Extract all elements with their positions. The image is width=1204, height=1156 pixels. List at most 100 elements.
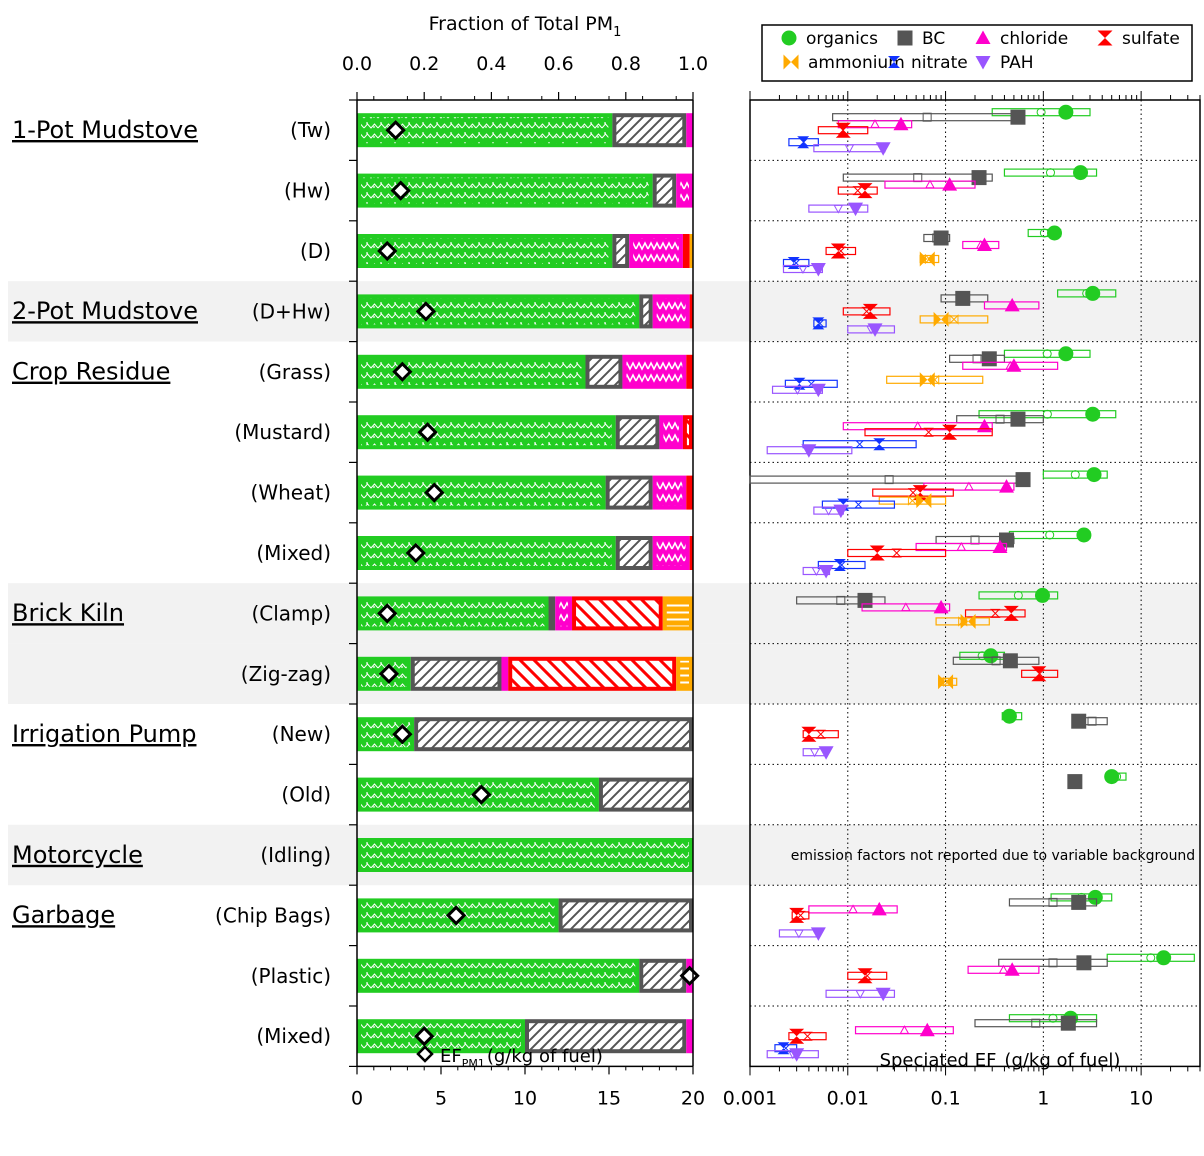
- range-box-PAH: [813, 144, 886, 153]
- data-point-BC: [1076, 955, 1092, 971]
- range-box-organics: [1008, 1014, 1098, 1023]
- data-point-nitrate: [812, 317, 825, 330]
- right-axis-title-text: Speciated EF: [880, 1050, 997, 1071]
- bottom-tick-label: 15: [597, 1087, 621, 1109]
- median-marker-PAH: [792, 386, 803, 395]
- ef-marker: [385, 120, 406, 141]
- median-marker-BC: [922, 112, 932, 122]
- ef-marker: [377, 603, 398, 624]
- data-point-chloride: [942, 177, 958, 191]
- ef-marker: [424, 482, 445, 503]
- bar-segment-fill-organics: [361, 1023, 521, 1050]
- bottom-tick-label: 10: [513, 1087, 537, 1109]
- bar-segment-sulfate: [686, 354, 693, 389]
- median-marker-sulfate: [815, 729, 826, 739]
- data-point-ammonium: [919, 251, 935, 267]
- bar-segment-fill-ammonium: [666, 600, 689, 627]
- ef-marker: [415, 301, 437, 322]
- data-point-chloride: [992, 539, 1008, 553]
- bar-segment-fill-chloride: [663, 419, 679, 446]
- data-point-sulfate: [857, 183, 873, 199]
- data-point-BC: [1015, 472, 1031, 488]
- data-point-BC: [1010, 411, 1026, 427]
- ef-marker: [378, 663, 400, 684]
- top-tick-label: 0.2: [409, 53, 439, 75]
- data-point-organics: [1076, 527, 1092, 543]
- data-point-organics: [1156, 950, 1172, 966]
- bar-segment-fill-BC: [418, 721, 689, 748]
- bottom-axis-title: EFPM1 (g/kg of fuel): [440, 1046, 603, 1070]
- data-point-chloride: [1006, 358, 1022, 372]
- median-marker-chloride: [912, 421, 923, 430]
- bar-segment-sulfate: [682, 234, 690, 268]
- top-tick-label: 0.4: [476, 53, 506, 75]
- group-label: Crop Residue: [12, 358, 170, 386]
- data-point-sulfate: [942, 424, 958, 440]
- bar-segment-chloride: [686, 1019, 693, 1054]
- data-point-sulfate: [1031, 666, 1047, 682]
- median-marker-sulfate: [891, 548, 902, 558]
- group-label: Garbage: [12, 901, 115, 929]
- bar-segment-fill-BC: [643, 962, 683, 989]
- data-point-PAH: [833, 504, 849, 519]
- data-point-BC: [1071, 894, 1087, 910]
- row-label: (Clamp): [251, 601, 331, 625]
- bar-segment-fill-BC: [616, 238, 626, 264]
- median-marker-nitrate: [854, 500, 863, 509]
- data-point-sulfate: [789, 1028, 805, 1044]
- bottom-tick-label: 5: [435, 1087, 447, 1109]
- ef-marker: [445, 905, 467, 926]
- legend-label-ammonium: ammonium: [808, 53, 905, 73]
- range-box-BC: [749, 475, 1029, 484]
- data-point-sulfate: [857, 968, 873, 984]
- median-marker-organics: [1042, 409, 1052, 419]
- median-marker-chloride: [956, 541, 967, 551]
- data-point-PAH: [810, 383, 826, 398]
- data-point-chloride: [1004, 297, 1020, 312]
- median-marker-BC: [1031, 1018, 1041, 1028]
- bar-segment-chloride: [501, 656, 509, 691]
- annotation-text: emission factors not reported due to var…: [791, 848, 1195, 864]
- data-point-organics: [1001, 708, 1017, 724]
- bar-segment-fill-BC: [562, 902, 689, 929]
- bar-segment-fill-sulfate: [686, 419, 689, 446]
- legend-label-BC: BC: [922, 29, 945, 49]
- data-point-sulfate: [801, 726, 817, 742]
- top-axis-title: Fraction of Total PM1: [429, 13, 622, 40]
- bar-segment-fill-BC: [414, 660, 498, 687]
- median-marker-chloride: [998, 964, 1009, 974]
- data-point-nitrate: [787, 257, 800, 269]
- median-marker-PAH: [811, 567, 822, 577]
- range-box-chloride: [884, 180, 976, 189]
- median-marker-chloride: [848, 904, 858, 914]
- row-label: (Grass): [259, 360, 331, 384]
- row-label: (New): [272, 722, 331, 746]
- data-point-PAH: [810, 263, 826, 277]
- bar-segment-fill-chloride: [633, 238, 679, 264]
- median-marker-PAH: [798, 265, 808, 275]
- bar-segment-fill-BC: [656, 177, 673, 204]
- data-point-organics: [1085, 285, 1101, 301]
- bar-segment-fill-chloride: [559, 600, 569, 627]
- data-point-organics: [1086, 467, 1102, 483]
- data-point-PAH: [875, 987, 891, 1002]
- top-tick-label: 1.0: [678, 53, 708, 75]
- median-marker-BC: [913, 173, 923, 183]
- data-point-BC: [1002, 653, 1018, 669]
- bar-segment-fill-BC: [609, 479, 649, 506]
- median-marker-BC: [1087, 716, 1097, 726]
- data-point-organics: [1073, 165, 1089, 181]
- data-point-organics: [1058, 104, 1074, 120]
- median-marker-sulfate: [795, 910, 806, 920]
- legend-marker-BC: [897, 30, 913, 46]
- data-point-nitrate: [873, 438, 886, 451]
- data-point-BC: [857, 592, 873, 608]
- legend-label-PAH: PAH: [1000, 53, 1034, 73]
- data-point-BC: [1010, 109, 1026, 125]
- data-point-sulfate: [862, 303, 878, 319]
- bottom-axis-title-text: EF: [440, 1046, 462, 1067]
- row-label: (Mixed): [256, 541, 331, 565]
- range-box-chloride: [854, 1026, 954, 1035]
- range-box-organics: [991, 108, 1091, 117]
